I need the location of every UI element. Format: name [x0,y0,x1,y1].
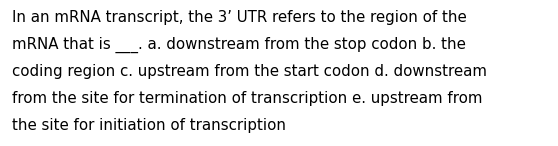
Text: from the site for termination of transcription e. upstream from: from the site for termination of transcr… [12,91,483,106]
Text: mRNA that is ___. a. downstream from the stop codon b. the: mRNA that is ___. a. downstream from the… [12,37,466,53]
Text: coding region c. upstream from the start codon d. downstream: coding region c. upstream from the start… [12,64,487,79]
Text: the site for initiation of transcription: the site for initiation of transcription [12,118,286,133]
Text: In an mRNA transcript, the 3’ UTR refers to the region of the: In an mRNA transcript, the 3’ UTR refers… [12,10,467,25]
